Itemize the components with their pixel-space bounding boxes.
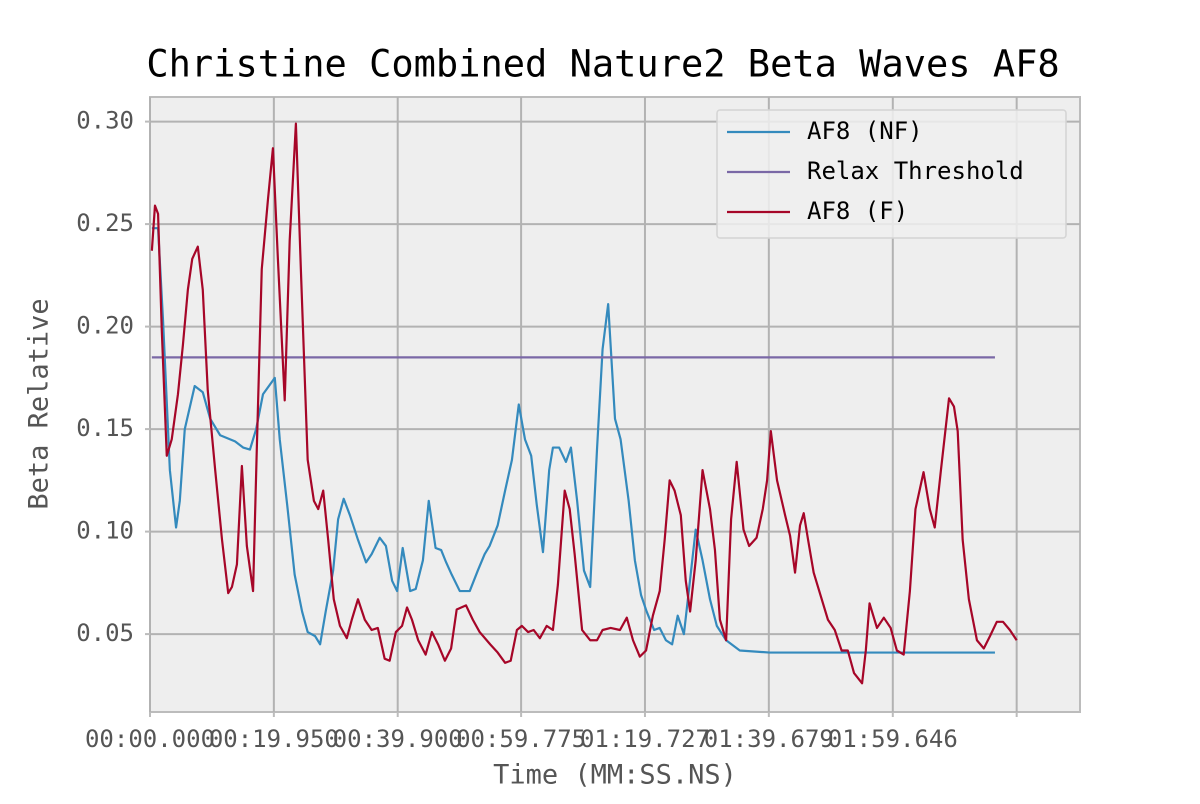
y-axis-label: Beta Relative — [24, 298, 55, 509]
x-tick-label: 00:59.775 — [456, 725, 586, 753]
x-tick-label: 00:19.950 — [209, 725, 339, 753]
x-tick-label: 00:00.000 — [85, 725, 215, 753]
lines — [150, 122, 1018, 685]
y-tick-label: 0.15 — [76, 414, 134, 442]
series-line — [151, 227, 995, 654]
x-tick-label: 00:39.900 — [333, 725, 463, 753]
series-line — [150, 122, 1018, 685]
ticks: 0.05 0.10 0.15 0.20 0.25 0.30 00:00.00000:19.9… — [76, 107, 1018, 753]
y-tick-label: 0.25 — [76, 209, 134, 237]
legend-box — [716, 109, 1067, 239]
y-tick-label: 0.20 — [76, 312, 134, 340]
x-tick-label: 01:59.646 — [828, 725, 958, 753]
x-tick-label: 01:39.679 — [704, 725, 834, 753]
legend: AF8 (NF) Relax Threshold AF8 (F) — [716, 109, 1067, 239]
x-tick-label: 01:19.727 — [580, 725, 710, 753]
y-tick-label: 0.10 — [76, 517, 134, 545]
legend-label: AF8 (F) — [807, 197, 908, 225]
x-axis-label: Time (MM:SS.NS) — [493, 760, 737, 791]
legend-label: Relax Threshold — [807, 157, 1024, 185]
y-tick-label: 0.30 — [76, 107, 134, 135]
legend-label: AF8 (NF) — [807, 117, 923, 145]
y-tick-label: 0.05 — [76, 619, 134, 647]
chart-title: Christine Combined Nature2 Beta Waves AF… — [146, 43, 1059, 86]
